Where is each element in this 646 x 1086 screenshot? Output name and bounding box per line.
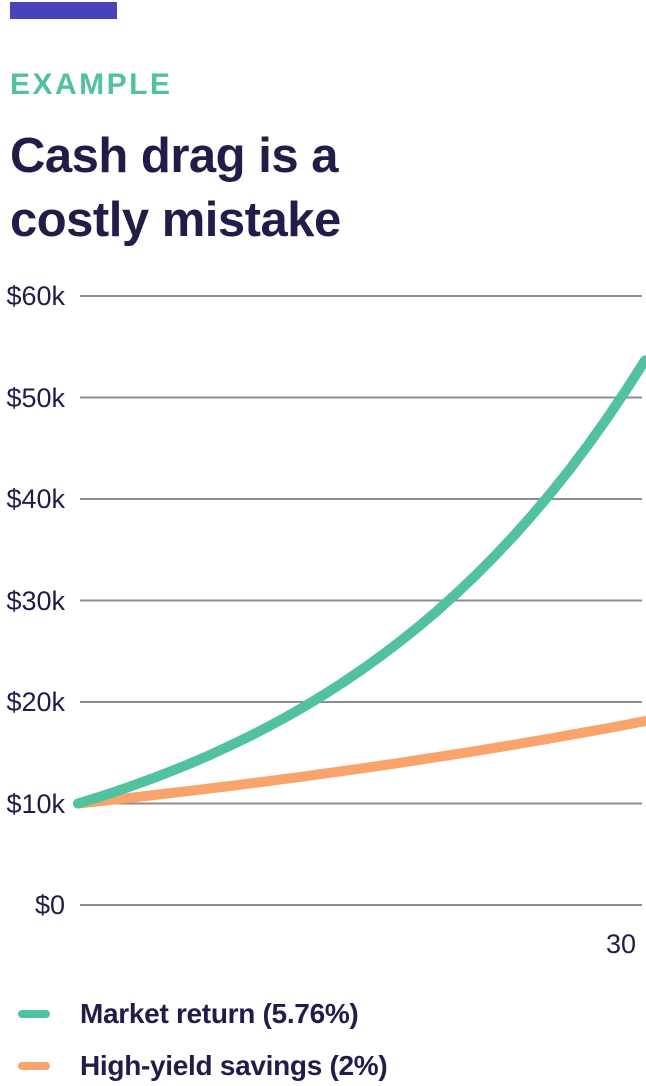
y-tick-label: $10k — [6, 789, 65, 819]
legend-label: Market return (5.76%) — [80, 998, 359, 1029]
legend-dash-icon — [18, 1010, 50, 1018]
y-tick-label: $0 — [34, 890, 65, 920]
page-title: Cash drag is a costly mistake — [10, 124, 341, 252]
page-title-line-1: Cash drag is a — [10, 129, 338, 183]
page-title-line-2: costly mistake — [10, 193, 341, 247]
high-yield-savings-line — [73, 716, 646, 809]
y-tick-label: $40k — [6, 484, 65, 514]
legend: Market return (5.76%) High-yield savings … — [18, 996, 388, 1084]
legend-dash-icon — [18, 1062, 50, 1070]
y-tick-label: $30k — [6, 586, 65, 616]
y-tick-label: $20k — [6, 687, 65, 717]
legend-item: High-yield savings (2%) — [18, 1048, 388, 1084]
legend-item: Market return (5.76%) — [18, 996, 387, 1032]
legend-label: High-yield savings (2%) — [80, 1050, 388, 1081]
y-tick-label: $50k — [6, 383, 65, 413]
brand-bar — [10, 2, 117, 19]
eyebrow-label: EXAMPLE — [10, 68, 173, 101]
x-axis-label: 30 — [605, 929, 637, 959]
gridlines — [80, 295, 642, 906]
market-return-line — [73, 355, 646, 809]
y-tick-label: $60k — [6, 281, 65, 311]
